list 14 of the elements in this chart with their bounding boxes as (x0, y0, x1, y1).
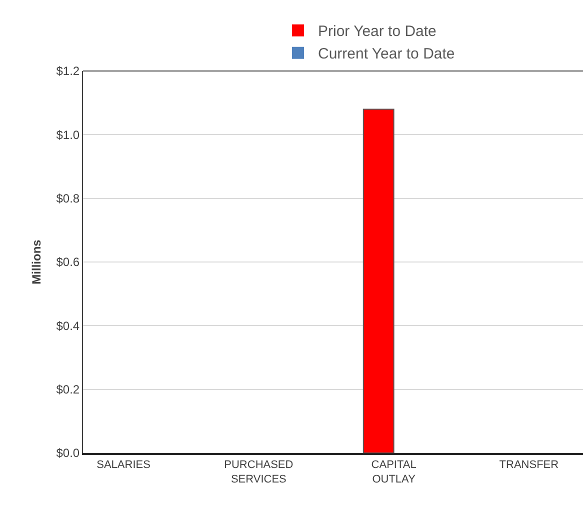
y-tick-label: $0.4 (56, 318, 80, 333)
y-tick-label: $1.0 (56, 128, 80, 142)
y-tick-label: $1.2 (56, 64, 80, 78)
y-tick-label: $0.8 (56, 192, 80, 206)
y-tick-label: $0.6 (56, 255, 80, 270)
y-tick-label: $0.2 (56, 382, 80, 397)
y-tick-label: $0.0 (56, 446, 80, 460)
x-tick-label: PURCHASED SERVICES (224, 459, 294, 486)
y-axis-title: Millions (30, 239, 44, 284)
x-tick-label: TRANSFER (499, 459, 559, 472)
legend-label: Current Year to Date (318, 46, 455, 63)
x-tick-label: SALARIES (96, 459, 150, 472)
x-tick-label: CAPITAL OUTLAY (371, 459, 416, 486)
legend-label: Prior Year to Date (318, 23, 436, 40)
